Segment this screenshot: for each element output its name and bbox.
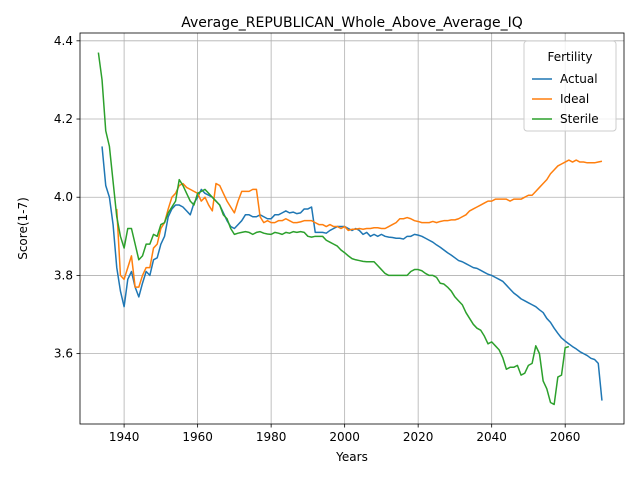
x-tick-label: 1940 [109, 430, 140, 444]
y-tick-label: 4.2 [54, 112, 73, 126]
x-tick-label: 2020 [403, 430, 434, 444]
series-line-sterile [97, 52, 570, 406]
x-tick-label: 2040 [476, 430, 507, 444]
x-tick-label: 1980 [256, 430, 287, 444]
x-tick-label: 1960 [182, 430, 213, 444]
x-tick-label: 2060 [550, 430, 581, 444]
legend-entries: Actual Ideal Sterile [532, 72, 599, 126]
legend-label-ideal: Ideal [560, 92, 589, 106]
chart-title: Average_REPUBLICAN_Whole_Above_Average_I… [181, 15, 522, 31]
y-tick-label: 4.0 [54, 190, 73, 204]
series-layer [97, 52, 603, 406]
y-tick-label: 3.8 [54, 268, 73, 282]
series-line-actual [101, 146, 603, 401]
y-tick-label: 3.6 [54, 347, 73, 361]
y-tick-label: 4.4 [54, 34, 73, 48]
plot-frame [79, 32, 625, 425]
tick-layer: 1940 1960 1980 2000 2020 2040 2060 3.6 3.8 4.0 4.2… [54, 34, 581, 444]
legend-title: Fertility [547, 50, 592, 64]
legend-box [523, 40, 617, 132]
legend-label-sterile: Sterile [560, 112, 599, 126]
legend: Fertility Actual Ideal Sterile [523, 40, 617, 132]
x-axis-label: Years [335, 450, 368, 464]
legend-label-actual: Actual [560, 72, 598, 86]
y-axis-label: Score(1-7) [16, 197, 30, 260]
x-tick-label: 2000 [329, 430, 360, 444]
